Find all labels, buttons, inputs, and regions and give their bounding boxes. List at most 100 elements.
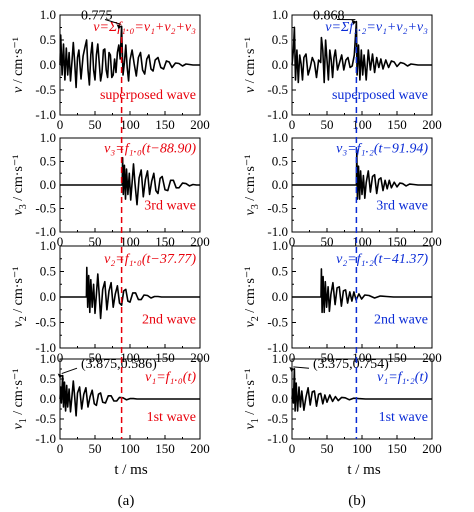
- series-line: [292, 268, 432, 314]
- x-tick-label: 200: [422, 234, 442, 249]
- series-line: [291, 20, 432, 84]
- y-tick-label: 0.0: [40, 57, 56, 72]
- y-tick-label: 1.0: [272, 7, 288, 22]
- y-tick-label: -1.0: [267, 340, 288, 355]
- x-tick-label: 0: [57, 350, 64, 365]
- y-axis-label-var: v: [11, 86, 26, 93]
- x-tick-label: 150: [155, 441, 175, 456]
- y-tick-label: 0.0: [40, 289, 56, 304]
- y-axis-label-units: / cm·s⁻¹: [243, 267, 258, 317]
- panel-1: 1.0 0.5 0.0 -0.5 -1.00 50 100 150 200 v3 / cm·s⁻¹…: [11, 130, 210, 249]
- x-tick-label: 150: [387, 441, 407, 456]
- x-tick-label: 0: [289, 234, 296, 249]
- y-tick-label: 0.5: [272, 154, 288, 169]
- y-tick-label: 0.5: [40, 264, 56, 279]
- wave-label: 1st wave: [379, 410, 428, 425]
- peak-arrowhead: [116, 24, 122, 30]
- y-tick-label: 0.5: [272, 371, 288, 386]
- y-axis-label: v3 / cm·s⁻¹: [243, 155, 261, 216]
- series-line: [292, 149, 432, 200]
- y-axis-label-sub: 1: [250, 418, 261, 423]
- y-tick-label: 1.0: [40, 238, 56, 253]
- peak-arrowhead: [351, 19, 357, 25]
- y-axis-label-var: v: [243, 86, 258, 93]
- y-axis-label-var: v: [11, 320, 26, 327]
- wave-label: 1st wave: [147, 410, 196, 425]
- x-tick-label: 0: [289, 117, 296, 132]
- y-tick-label: 0.0: [272, 391, 288, 406]
- peak-pointer: [104, 19, 121, 25]
- series-line: [59, 374, 200, 417]
- peak-arrowhead: [57, 373, 63, 379]
- y-axis-label-units: / cm·s⁻¹: [11, 369, 26, 419]
- formula-label: v=Σf₁.₂=v₁+v₂+v₃: [325, 20, 428, 35]
- y-axis-label-sub: 2: [18, 316, 29, 321]
- y-axis-label-var: v: [243, 320, 258, 327]
- x-tick-label: 50: [89, 441, 102, 456]
- formula-label: v₃=f₁.₂(t−91.94): [336, 141, 428, 156]
- y-axis-label: v3 / cm·s⁻¹: [11, 155, 29, 216]
- series-line: [60, 156, 200, 206]
- y-tick-label: 0.0: [272, 57, 288, 72]
- x-tick-label: 0: [57, 117, 64, 132]
- wave-label: superposed wave: [332, 88, 428, 103]
- y-tick-label: 1.0: [40, 7, 56, 22]
- x-axis-label-b: t / ms: [347, 462, 381, 478]
- series-line: [60, 266, 200, 320]
- wave-label: 3rd wave: [376, 199, 428, 214]
- x-tick-label: 50: [89, 234, 102, 249]
- y-axis-label: v / cm·s⁻¹: [11, 37, 26, 93]
- x-tick-label: 100: [120, 117, 140, 132]
- y-axis-label-var: v: [243, 208, 258, 215]
- series-line: [291, 368, 432, 412]
- y-axis-label: v2 / cm·s⁻¹: [11, 267, 29, 328]
- x-tick-label: 100: [120, 350, 140, 365]
- formula-label: v₂=f₁.₀(t−37.77): [104, 252, 196, 267]
- y-tick-label: 0.0: [272, 289, 288, 304]
- peak-label: (3.875,0.586): [81, 357, 157, 372]
- x-tick-label: 100: [120, 234, 140, 249]
- wave-label: 2nd wave: [142, 312, 196, 327]
- y-axis-label-units: / cm·s⁻¹: [243, 369, 258, 419]
- y-tick-label: 1.0: [40, 130, 56, 145]
- x-tick-label: 100: [352, 117, 372, 132]
- peak-pointer: [61, 367, 78, 375]
- peak-label: (3.375,0.754): [313, 357, 389, 372]
- y-tick-label: -0.5: [35, 201, 56, 216]
- y-axis-label-sub: 2: [250, 316, 261, 321]
- panel-2: 1.0 0.5 0.0 -0.5 -1.00 50 100 150 200 v2 / cm·s⁻¹…: [11, 238, 210, 365]
- x-tick-label: 150: [155, 117, 175, 132]
- y-tick-label: -1.0: [35, 340, 56, 355]
- x-tick-label: 200: [190, 234, 210, 249]
- y-axis-label-units: / cm·s⁻¹: [11, 37, 26, 87]
- wave-label: superposed wave: [100, 88, 196, 103]
- panel-label-a: (a): [118, 493, 135, 509]
- x-tick-label: 150: [387, 350, 407, 365]
- x-tick-label: 200: [422, 350, 442, 365]
- y-axis-label-units: / cm·s⁻¹: [11, 267, 26, 317]
- x-axis-label-a: t / ms: [114, 462, 148, 478]
- y-axis-label-sub: 1: [18, 418, 29, 423]
- x-tick-label: 200: [190, 117, 210, 132]
- x-tick-label: 50: [321, 350, 334, 365]
- formula-label: v₃=f₁.₀(t−88.90): [104, 141, 196, 156]
- y-axis-label-var: v: [11, 208, 26, 215]
- x-tick-label: 0: [57, 234, 64, 249]
- y-axis-label-units: / cm·s⁻¹: [11, 155, 26, 205]
- x-tick-label: 50: [321, 441, 334, 456]
- y-tick-label: -1.0: [267, 107, 288, 122]
- y-tick-label: -0.5: [267, 315, 288, 330]
- y-axis-label: v1 / cm·s⁻¹: [11, 369, 29, 430]
- y-axis-label: v / cm·s⁻¹: [243, 37, 258, 93]
- x-tick-label: 150: [155, 234, 175, 249]
- x-tick-label: 0: [57, 441, 64, 456]
- x-tick-label: 100: [352, 441, 372, 456]
- y-tick-label: 0.5: [40, 32, 56, 47]
- y-axis-label: v1 / cm·s⁻¹: [243, 369, 261, 430]
- peak-label: 0.775: [81, 9, 113, 24]
- x-tick-label: 50: [89, 117, 102, 132]
- formula-label: v₂=f₁.₂(t−41.37): [336, 252, 428, 267]
